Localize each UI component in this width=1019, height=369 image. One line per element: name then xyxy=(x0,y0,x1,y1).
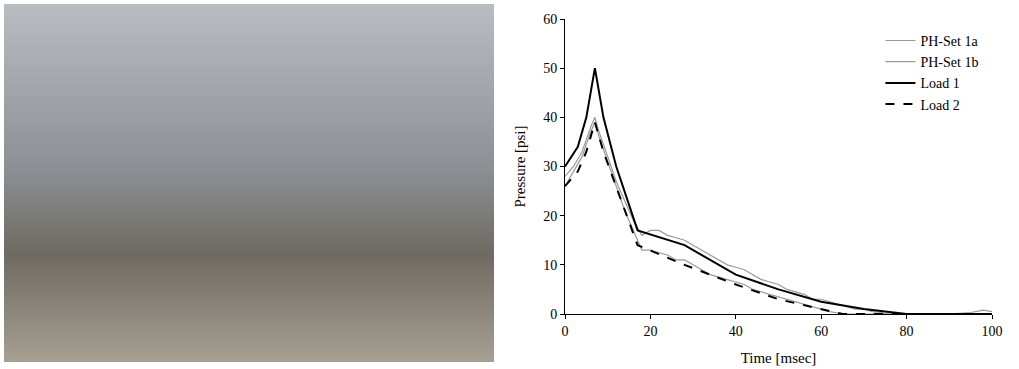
svg-text:40: 40 xyxy=(729,324,743,339)
svg-text:0: 0 xyxy=(550,307,557,322)
svg-text:10: 10 xyxy=(543,258,557,273)
svg-text:20: 20 xyxy=(643,324,657,339)
svg-text:50: 50 xyxy=(543,61,557,76)
svg-text:60: 60 xyxy=(814,324,828,339)
svg-text:20: 20 xyxy=(543,209,557,224)
svg-text:Load 1: Load 1 xyxy=(920,76,959,91)
svg-text:PH-Set 1a: PH-Set 1a xyxy=(920,34,978,49)
svg-text:30: 30 xyxy=(543,159,557,174)
svg-text:PH-Set 1b: PH-Set 1b xyxy=(920,55,978,70)
svg-text:Pressure [psi]: Pressure [psi] xyxy=(512,125,528,207)
svg-text:80: 80 xyxy=(900,324,914,339)
svg-text:40: 40 xyxy=(543,110,557,125)
svg-text:100: 100 xyxy=(982,324,1003,339)
svg-text:Time [msec]: Time [msec] xyxy=(741,350,817,366)
svg-text:Load 2: Load 2 xyxy=(920,98,959,113)
svg-text:0: 0 xyxy=(562,324,569,339)
svg-text:60: 60 xyxy=(543,12,557,27)
